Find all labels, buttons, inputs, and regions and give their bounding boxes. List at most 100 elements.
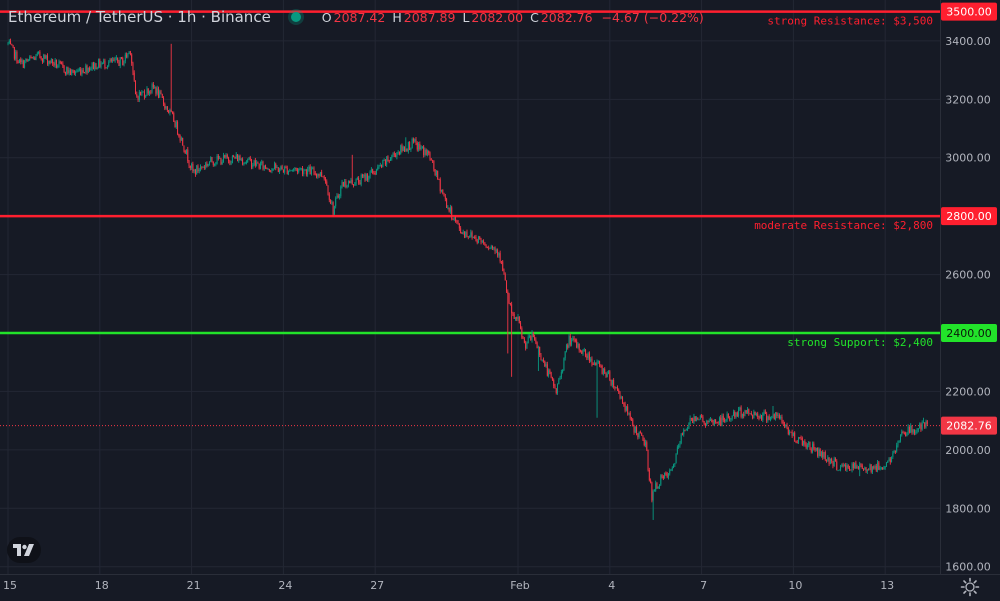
candle-body — [590, 358, 592, 362]
candle-body — [441, 189, 442, 192]
candle-body — [907, 426, 909, 435]
candle-body — [475, 236, 477, 241]
candle-body — [273, 163, 275, 169]
candle-body — [824, 451, 826, 460]
candle-body — [43, 54, 45, 62]
candle-body — [447, 207, 449, 209]
time-tick-label: 10 — [788, 579, 802, 592]
candle-body — [569, 336, 571, 345]
candle-body — [729, 417, 731, 420]
candle-body — [268, 169, 270, 171]
candle-body — [279, 169, 281, 172]
candle-body — [681, 434, 683, 436]
candle-body — [476, 240, 478, 243]
grid-lines — [0, 0, 940, 574]
symbol-title[interactable]: Ethereum / TetherUS · 1h · Binance — [8, 8, 271, 26]
candle-body — [550, 372, 552, 378]
candle-body — [638, 432, 640, 438]
candle-body — [69, 70, 71, 75]
candle-body — [187, 149, 189, 162]
price-axis[interactable]: 3400.00 3200.00 3000.00 2600.00 2200.00 2000.… — [940, 0, 1000, 600]
candle-body — [483, 241, 485, 243]
candle-body — [251, 159, 253, 168]
time-axis-bg[interactable] — [0, 574, 1000, 600]
candle-body — [763, 411, 765, 414]
candle-body — [614, 386, 616, 389]
candle-body — [180, 137, 182, 141]
candle-body — [806, 445, 808, 448]
candle-body — [291, 169, 293, 171]
tradingview-logo-icon[interactable] — [7, 537, 41, 563]
candle-body — [55, 59, 57, 68]
candle-body — [492, 246, 493, 249]
candle-body — [324, 178, 326, 182]
candle-body — [634, 426, 636, 433]
candle-body — [133, 72, 135, 81]
candle-body — [249, 157, 251, 160]
candle-body — [432, 160, 434, 162]
gear-icon[interactable] — [960, 577, 980, 597]
candle-body — [599, 361, 601, 366]
candle-body — [546, 364, 548, 376]
candle-body — [142, 91, 144, 93]
candle-body — [738, 409, 740, 416]
candle-body — [803, 441, 805, 445]
candle-body — [565, 345, 567, 352]
candle-body — [906, 434, 908, 437]
candle-body — [157, 88, 159, 98]
candle-body — [657, 486, 659, 489]
candle-body — [73, 70, 75, 74]
candle-body — [437, 171, 439, 180]
candle-body — [345, 181, 347, 188]
candle-body — [870, 464, 872, 472]
time-tick-label: Feb — [510, 579, 529, 592]
candle-body — [373, 172, 375, 174]
candle-body — [671, 467, 673, 470]
candle-body — [160, 91, 162, 94]
candle-body — [573, 338, 575, 341]
candle-body — [275, 163, 277, 168]
candle-body — [489, 248, 491, 249]
candle-body — [680, 434, 682, 444]
candle-body — [384, 160, 386, 165]
candle-body — [310, 168, 312, 175]
candle-body — [135, 80, 136, 94]
candle-body — [461, 233, 463, 234]
high-key: H — [392, 9, 402, 25]
candle-body — [834, 458, 836, 462]
candle-body — [462, 231, 464, 234]
candle-body — [694, 416, 696, 421]
candle-body — [452, 219, 454, 220]
candle-body — [316, 173, 318, 177]
candle-body — [722, 415, 724, 421]
candle-body — [216, 155, 218, 164]
candle-body — [707, 421, 709, 423]
candle-body — [537, 347, 539, 348]
candle-body — [887, 461, 889, 463]
candle-body — [523, 338, 525, 343]
candle-body — [434, 169, 436, 176]
candle-body — [883, 467, 885, 469]
candle-body — [903, 433, 905, 434]
price-axis-bg[interactable] — [940, 0, 1000, 600]
candle-body — [632, 419, 634, 426]
candle-body — [543, 360, 544, 361]
candle-body — [53, 63, 55, 66]
candle-body — [673, 464, 675, 468]
time-axis[interactable]: 15 18 21 24 27 Feb 4 7 10 13 — [0, 574, 1000, 600]
candle-body — [196, 165, 198, 175]
candle-body — [7, 42, 9, 44]
candle-body — [262, 161, 264, 169]
candle-body — [346, 186, 348, 188]
candle-body — [864, 467, 866, 470]
candle-body — [24, 60, 26, 68]
candle-body — [95, 63, 97, 70]
candle-body — [679, 443, 681, 446]
candle-body — [726, 413, 728, 421]
candle-body — [692, 418, 694, 423]
candle-body — [820, 451, 822, 457]
candle-body — [822, 451, 824, 458]
candle-body — [791, 431, 793, 436]
candle-body — [313, 168, 315, 174]
